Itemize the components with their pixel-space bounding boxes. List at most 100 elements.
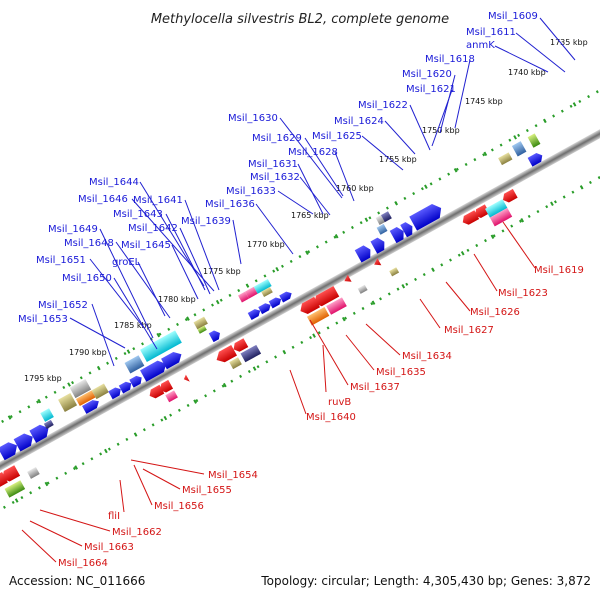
gene-forward[interactable] [0,439,20,461]
gene-forward[interactable] [13,431,37,452]
gene-label[interactable]: Msil_1655 [182,485,232,496]
gene-forward[interactable] [380,211,392,223]
gene-reverse[interactable] [489,207,513,227]
gene-label[interactable]: Msil_1653 [18,314,68,325]
gene-label[interactable]: Msil_1624 [334,116,384,127]
gene-label[interactable]: Msil_1633 [226,186,276,197]
gene-reverse[interactable] [473,204,490,220]
gene-reverse[interactable] [485,199,508,218]
gene-forward[interactable] [238,291,249,303]
gene-label[interactable]: Msil_1635 [376,367,426,378]
gene-forward[interactable] [527,151,545,167]
gene-label[interactable]: Msil_1639 [181,216,231,227]
gene-forward[interactable] [193,316,208,330]
gene-reverse[interactable] [158,379,174,395]
gene-forward[interactable] [58,393,78,413]
gene-label[interactable]: Msil_1630 [228,113,278,124]
gene-forward[interactable] [108,386,123,400]
gene-forward[interactable] [400,220,416,238]
gene-reverse[interactable] [342,274,352,285]
gene-label[interactable]: Msil_1643 [113,209,163,220]
gene-label[interactable]: Msil_1621 [406,84,456,95]
gene-label[interactable]: Msil_1645 [121,240,171,251]
gene-forward[interactable] [29,422,52,443]
gene-reverse[interactable] [0,465,21,484]
gene-label[interactable]: Msil_1631 [248,159,298,170]
gene-label[interactable]: Msil_1649 [48,224,98,235]
gene-label[interactable]: anmK [466,40,495,51]
gene-label[interactable]: Msil_1652 [38,300,88,311]
gene-forward[interactable] [409,201,445,231]
gene-reverse[interactable] [214,345,238,365]
gene-label[interactable]: Msil_1623 [498,288,548,299]
gene-label[interactable]: Msil_1632 [250,172,300,183]
gene-forward[interactable] [129,374,144,388]
gene-label[interactable]: Msil_1654 [208,470,258,481]
gene-label[interactable]: Msil_1620 [402,69,452,80]
gene-forward[interactable] [354,243,374,263]
gene-reverse[interactable] [306,307,330,326]
gene-label[interactable]: groEL [112,257,141,268]
gene-reverse[interactable] [389,267,400,277]
gene-label[interactable]: Msil_1618 [425,54,475,65]
gene-forward[interactable] [498,152,513,166]
gene-label[interactable]: Msil_1626 [470,307,520,318]
gene-reverse[interactable] [312,286,340,309]
gene-forward[interactable] [140,330,182,363]
gene-label[interactable]: Msil_1627 [444,325,494,336]
gene-label[interactable]: Msil_1629 [252,133,302,144]
gene-reverse[interactable] [182,374,190,384]
gene-label[interactable]: Msil_1648 [64,238,114,249]
gene-forward[interactable] [40,408,54,422]
gene-label[interactable]: Msil_1628 [288,147,338,158]
gene-forward[interactable] [245,286,258,299]
gene-label[interactable]: Msil_1636 [205,199,255,210]
gene-reverse[interactable] [501,188,518,205]
gene-forward[interactable] [261,286,273,298]
gene-label[interactable]: Msil_1650 [62,273,112,284]
gene-label[interactable]: Msil_1646 [78,194,128,205]
gene-forward[interactable] [258,301,272,315]
gene-label[interactable]: Msil_1637 [350,382,400,393]
gene-forward[interactable] [247,307,262,320]
gene-label[interactable]: Msil_1663 [84,542,134,553]
gene-forward[interactable] [75,390,96,407]
gene-reverse[interactable] [4,480,26,498]
gene-forward[interactable] [253,278,272,294]
gene-reverse[interactable] [372,258,382,268]
gene-forward[interactable] [161,349,184,370]
gene-label[interactable]: Msil_1644 [89,177,139,188]
gene-forward[interactable] [376,223,388,235]
gene-reverse[interactable] [357,284,368,294]
gene-forward[interactable] [118,380,134,394]
gene-reverse[interactable] [460,210,480,227]
gene-forward[interactable] [124,355,145,374]
gene-forward[interactable] [43,419,54,429]
gene-forward[interactable] [389,225,407,244]
gene-label[interactable]: Msil_1625 [312,131,362,142]
gene-label[interactable]: Msil_1640 [306,412,356,423]
gene-label[interactable]: Msil_1609 [488,11,538,22]
gene-forward[interactable] [140,358,169,382]
gene-forward[interactable] [511,141,527,157]
gene-reverse[interactable] [229,357,242,370]
gene-label[interactable]: ruvB [328,397,351,408]
gene-reverse[interactable] [326,297,347,315]
gene-label[interactable]: Msil_1611 [466,27,516,38]
gene-reverse[interactable] [240,344,262,363]
gene-label[interactable]: Msil_1656 [154,501,204,512]
gene-label[interactable]: Msil_1622 [358,100,408,111]
gene-forward[interactable] [527,133,541,148]
gene-forward[interactable] [82,398,101,414]
gene-reverse[interactable] [27,467,40,479]
gene-forward[interactable] [279,290,293,303]
gene-label[interactable]: fliI [108,511,120,522]
gene-label[interactable]: Msil_1642 [128,223,178,234]
gene-reverse[interactable] [231,338,249,354]
gene-forward[interactable] [69,378,92,399]
gene-label[interactable]: Msil_1651 [36,255,86,266]
gene-label[interactable]: Msil_1634 [402,351,452,362]
gene-label[interactable]: Msil_1619 [534,265,584,276]
gene-forward[interactable] [268,296,283,309]
gene-forward[interactable] [91,383,109,400]
